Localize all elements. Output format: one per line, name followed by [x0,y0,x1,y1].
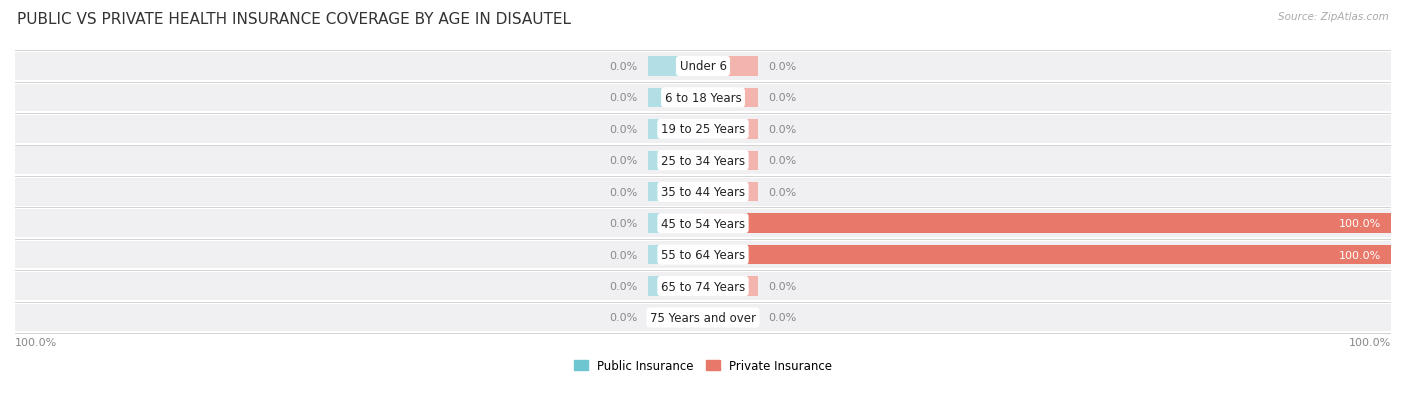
Text: 0.0%: 0.0% [768,62,797,72]
Text: Source: ZipAtlas.com: Source: ZipAtlas.com [1278,12,1389,22]
Text: 100.0%: 100.0% [1339,218,1381,229]
Bar [703,308,758,328]
Text: 19 to 25 Years: 19 to 25 Years [661,123,745,136]
Bar [703,151,758,171]
Text: 0.0%: 0.0% [768,187,797,197]
Legend: Public Insurance, Private Insurance: Public Insurance, Private Insurance [569,354,837,377]
Bar [703,57,758,76]
Bar [648,88,703,108]
Text: 0.0%: 0.0% [768,313,797,323]
Bar [15,210,1391,237]
Text: 65 to 74 Years: 65 to 74 Years [661,280,745,293]
Text: 100.0%: 100.0% [1348,337,1391,347]
Text: 0.0%: 0.0% [609,313,638,323]
Bar [648,308,703,328]
Bar [648,277,703,296]
Text: 0.0%: 0.0% [609,187,638,197]
Text: 0.0%: 0.0% [609,62,638,72]
Text: 55 to 64 Years: 55 to 64 Years [661,249,745,261]
Text: 0.0%: 0.0% [609,218,638,229]
Text: 0.0%: 0.0% [609,93,638,103]
Text: 0.0%: 0.0% [768,93,797,103]
Text: 0.0%: 0.0% [609,156,638,166]
Bar [15,53,1391,81]
Bar [648,57,703,76]
Bar [648,183,703,202]
Bar [15,84,1391,112]
Bar [703,277,758,296]
Text: 0.0%: 0.0% [768,156,797,166]
Bar [15,304,1391,332]
Bar [703,214,1391,233]
Bar [703,88,758,108]
Text: 35 to 44 Years: 35 to 44 Years [661,186,745,199]
Text: 100.0%: 100.0% [1339,250,1381,260]
Text: 0.0%: 0.0% [609,250,638,260]
Text: 0.0%: 0.0% [768,125,797,135]
Text: PUBLIC VS PRIVATE HEALTH INSURANCE COVERAGE BY AGE IN DISAUTEL: PUBLIC VS PRIVATE HEALTH INSURANCE COVER… [17,12,571,27]
Bar [648,214,703,233]
Text: 75 Years and over: 75 Years and over [650,311,756,324]
Bar [703,120,758,139]
Bar [15,178,1391,206]
Text: 0.0%: 0.0% [609,281,638,291]
Text: 0.0%: 0.0% [768,281,797,291]
Bar [648,151,703,171]
Text: 0.0%: 0.0% [609,125,638,135]
Bar [648,120,703,139]
Text: 100.0%: 100.0% [15,337,58,347]
Bar [703,245,1391,265]
Text: 45 to 54 Years: 45 to 54 Years [661,217,745,230]
Bar [648,245,703,265]
Text: 25 to 34 Years: 25 to 34 Years [661,154,745,167]
Bar [15,147,1391,175]
Bar [15,241,1391,269]
Text: 6 to 18 Years: 6 to 18 Years [665,92,741,104]
Bar [15,116,1391,143]
Text: Under 6: Under 6 [679,60,727,73]
Bar [703,183,758,202]
Bar [15,273,1391,300]
